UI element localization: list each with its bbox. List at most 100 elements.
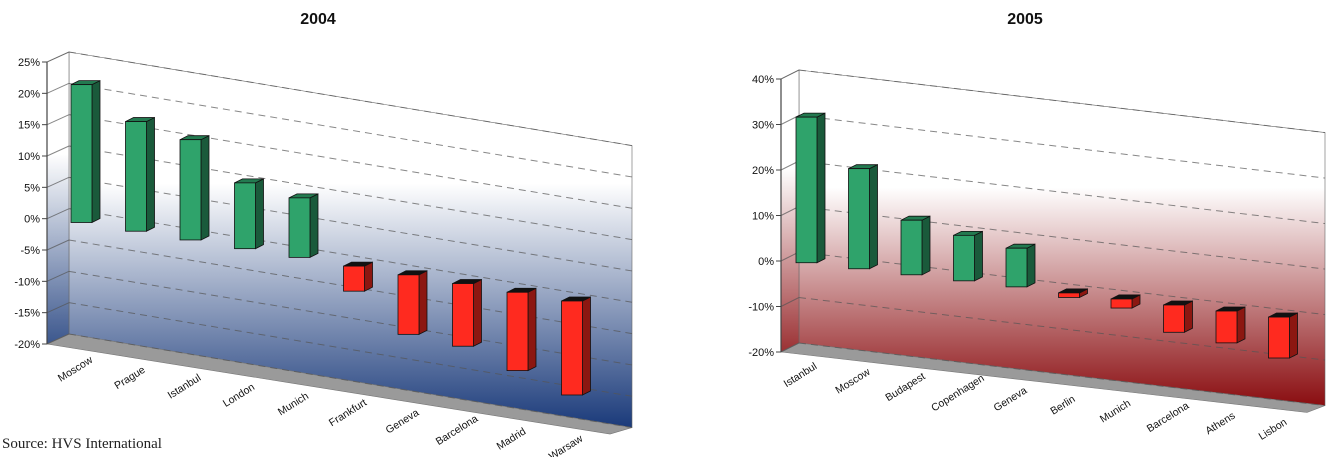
- bar-copenhagen: [953, 234, 975, 282]
- x-tick-label: Copenhagen: [929, 372, 986, 414]
- bar-geneva: [397, 274, 420, 335]
- x-tick-label: Munich: [276, 390, 311, 418]
- gridline-side: [46, 270, 70, 282]
- gridline-side: [46, 145, 70, 157]
- x-tick-label: Barcelona: [434, 413, 481, 448]
- chart-title: 2004: [300, 11, 336, 28]
- y-tick-label: -15%: [14, 308, 40, 320]
- bar-warsaw: [561, 300, 583, 396]
- gridline-side: [46, 82, 70, 94]
- x-tick-label: Budapest: [883, 370, 927, 404]
- x-tick-label: Frankfurt: [327, 397, 369, 429]
- x-tick-label: Madrid: [495, 425, 529, 452]
- y-tick-label: -5%: [20, 245, 40, 257]
- bar-moscow: [70, 84, 93, 223]
- gridline: [798, 206, 1326, 270]
- bar-side: [364, 261, 373, 292]
- bar-frankfurt: [343, 265, 365, 292]
- bar-munich: [1110, 298, 1133, 309]
- gridline-side: [46, 333, 70, 345]
- x-tick-label: Geneva: [384, 407, 422, 437]
- bar-madrid: [506, 291, 529, 371]
- y-tick-label: 25%: [18, 57, 40, 69]
- x-tick-label: Athens: [1203, 410, 1237, 438]
- x-tick-label: Moscow: [833, 366, 872, 397]
- chart-panel-2005: 40% 30% 20% 10% 0% -10% -20% 2005 Istanbul Moscow…: [748, 11, 1326, 443]
- bar-prague: [125, 121, 147, 232]
- gridline-side: [780, 297, 800, 307]
- gridline: [798, 115, 1326, 179]
- bar-side: [200, 135, 210, 241]
- bar-budapest: [900, 219, 923, 276]
- x-tick-label: Barcelona: [1145, 400, 1192, 435]
- y-tick-label: 10%: [752, 211, 774, 223]
- gridline: [798, 69, 1326, 134]
- bar-side: [91, 79, 101, 224]
- bar-side: [1289, 312, 1298, 359]
- bar-moscow: [848, 168, 870, 270]
- bar-side: [309, 193, 319, 259]
- bar-geneva: [1005, 247, 1028, 288]
- bar-side: [1184, 300, 1193, 333]
- x-tick-label: London: [221, 381, 257, 410]
- y-tick-label: 0%: [24, 214, 40, 226]
- bar-munich: [288, 197, 311, 258]
- bar-barcelona: [1163, 304, 1185, 333]
- source-note: Source: HVS International: [2, 436, 162, 452]
- x-tick-label: Warsaw: [547, 433, 586, 457]
- bar-side: [869, 164, 878, 270]
- bar-istanbul: [795, 116, 818, 264]
- side-wall: [46, 51, 70, 345]
- bar-side: [146, 116, 155, 232]
- y-tick-label: 20%: [752, 165, 774, 177]
- bar-side: [473, 278, 482, 347]
- x-tick-label: Munich: [1098, 397, 1133, 425]
- gridline-side: [46, 114, 70, 126]
- bar-side: [527, 287, 537, 372]
- bar-side: [255, 178, 264, 250]
- x-tick-label: Istanbul: [166, 372, 204, 402]
- back-wall: [68, 51, 633, 428]
- gridline-side: [46, 302, 70, 314]
- y-tick-label: 5%: [24, 182, 40, 194]
- bar-lisbon: [1268, 316, 1290, 359]
- bar-side: [921, 215, 931, 276]
- bar-side: [582, 296, 591, 396]
- chart-title: 2005: [1007, 11, 1043, 28]
- gridline: [798, 342, 1326, 407]
- bar-side: [418, 270, 428, 336]
- y-tick-label: 10%: [18, 151, 40, 163]
- y-tick-label: -20%: [14, 339, 40, 351]
- x-tick-label: Geneva: [992, 384, 1030, 414]
- x-tick-label: Prague: [112, 364, 147, 392]
- bar-barcelona: [452, 283, 474, 347]
- gridline-side: [46, 208, 70, 220]
- y-tick-label: 15%: [18, 120, 40, 132]
- bar-side: [974, 230, 983, 282]
- bar-london: [234, 182, 256, 250]
- x-tick-label: Berlin: [1048, 393, 1077, 417]
- gridline-side: [46, 239, 70, 251]
- gridline-side: [780, 342, 800, 353]
- y-tick-label: -10%: [14, 276, 40, 288]
- y-tick-label: -10%: [748, 302, 774, 314]
- y-tick-label: 20%: [18, 88, 40, 100]
- x-tick-label: Moscow: [56, 354, 95, 385]
- x-tick-label: Lisbon: [1257, 416, 1290, 443]
- bar-side: [1026, 243, 1036, 288]
- y-tick-label: 0%: [758, 256, 774, 268]
- gridline: [798, 160, 1326, 225]
- chart-panel-2004: 25% 20% 15% 10% 5% 0% -5% -10% -15% -20% 2004 Mosco…: [14, 11, 633, 462]
- bar-berlin: [1058, 292, 1080, 298]
- gridline-side: [46, 176, 70, 188]
- gridline-side: [780, 69, 800, 80]
- y-tick-label: 30%: [752, 120, 774, 132]
- gridline: [798, 251, 1326, 316]
- gridline-side: [46, 51, 70, 63]
- bar-athens: [1215, 310, 1238, 344]
- x-tick-label: Istanbul: [782, 360, 820, 390]
- bar-side: [1236, 306, 1246, 344]
- bar-side: [816, 112, 826, 264]
